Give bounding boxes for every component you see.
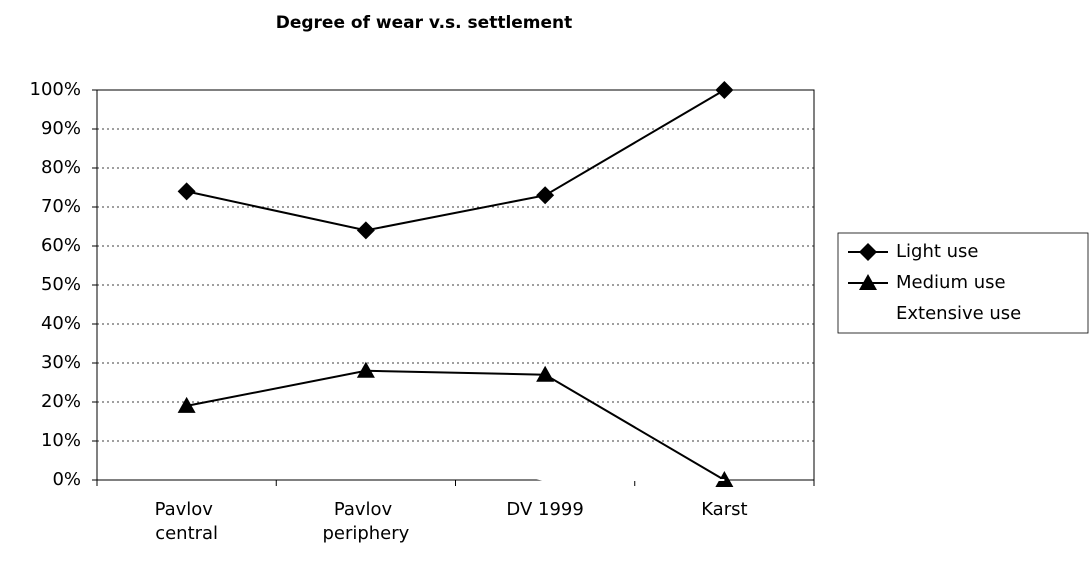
y-tick-label: 30% (41, 352, 81, 373)
point (715, 81, 734, 99)
x-tick-label: Pavlov periphery (322, 499, 409, 544)
point (356, 361, 375, 378)
y-tick-label: 0% (52, 469, 81, 490)
x-tick-label-line: central (155, 523, 218, 544)
y-tick-label: 10% (41, 430, 81, 451)
point (859, 243, 877, 261)
point (356, 221, 375, 240)
point (177, 182, 196, 201)
series-line (186, 447, 725, 481)
legend-label: Light use (896, 241, 979, 262)
y-tick-label: 100% (30, 79, 81, 100)
x-tick-label-line: Pavlov (334, 499, 398, 520)
legend-label: Medium use (896, 272, 1006, 293)
point (536, 365, 555, 382)
point (536, 186, 555, 205)
x-tick-label: Pavlov central (155, 499, 219, 544)
point (859, 274, 877, 290)
y-tick-label: 20% (41, 391, 81, 412)
y-tick-label: 70% (41, 196, 81, 217)
y-tick-label: 60% (41, 235, 81, 256)
chart-title: Degree of wear v.s. settlement (276, 13, 573, 33)
x-tick-label: DV 1999 (506, 499, 583, 520)
y-tick-label: 50% (41, 274, 81, 295)
x-tick-label: Karst (701, 499, 747, 520)
legend-label: Extensive use (896, 303, 1021, 324)
plot-frame (96, 89, 815, 481)
y-tick-label: 80% (41, 157, 81, 178)
x-tick-label-line: Pavlov (155, 499, 219, 520)
y-tick-label: 40% (41, 313, 81, 334)
series-line (186, 89, 725, 232)
series-line (186, 369, 725, 481)
y-tick-label: 90% (41, 118, 81, 139)
point (177, 396, 196, 413)
x-tick-label-line: periphery (322, 523, 409, 544)
